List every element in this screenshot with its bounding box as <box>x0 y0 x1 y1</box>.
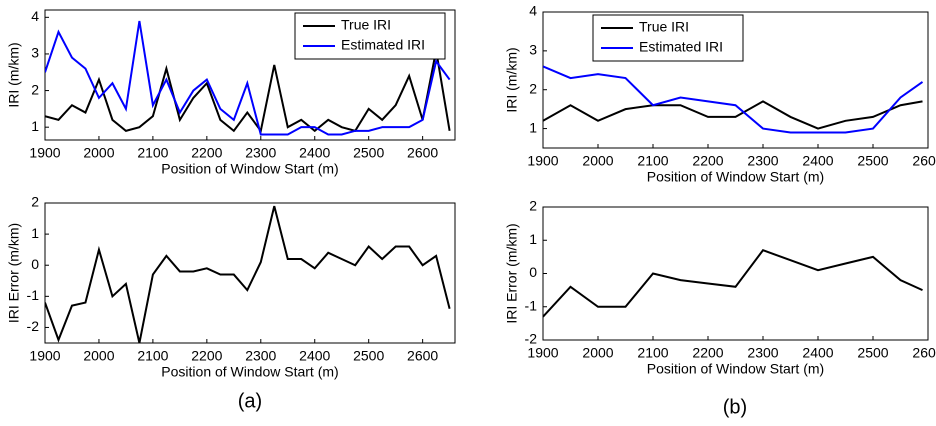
x-tick-label: 2400 <box>802 345 833 361</box>
x-tick-label: 2500 <box>857 345 888 361</box>
plot-frame <box>542 206 929 341</box>
x-axis-label: Position of Window Start (m) <box>647 361 824 377</box>
y-tick-label: 0 <box>31 256 39 272</box>
legend-label: Estimated IRI <box>341 37 425 53</box>
y-tick-label: 2 <box>529 80 537 96</box>
y-tick-label: 1 <box>31 118 39 134</box>
x-tick-label: 2400 <box>802 153 833 169</box>
x-tick-label: 2200 <box>692 153 723 169</box>
x-tick-label: 2000 <box>83 145 114 161</box>
legend-label: Estimated IRI <box>639 39 723 55</box>
y-tick-label: 1 <box>529 231 537 247</box>
x-axis-label: Position of Window Start (m) <box>161 161 338 177</box>
y-tick-label: 1 <box>31 225 39 241</box>
x-tick-label: 2500 <box>353 145 384 161</box>
x-tick-label: 2100 <box>137 348 168 364</box>
x-tick-label: 2100 <box>637 345 668 361</box>
data-line <box>45 20 451 136</box>
y-tick-label: 0 <box>529 264 537 280</box>
y-tick-label: -1 <box>27 287 40 303</box>
x-tick-label: 1900 <box>29 348 60 364</box>
x-tick-label: 2100 <box>137 145 168 161</box>
y-tick-label: 2 <box>31 81 39 97</box>
y-tick-label: 2 <box>31 194 39 210</box>
x-tick-label: 2600 <box>407 145 438 161</box>
x-axis-label: Position of Window Start (m) <box>161 364 338 380</box>
x-tick-label: 1900 <box>527 153 558 169</box>
x-tick-label: 2300 <box>747 153 778 169</box>
x-tick-label: 2300 <box>245 145 276 161</box>
y-axis-label: IRI (m/km) <box>504 47 520 112</box>
y-axis-label: IRI Error (m/km) <box>504 223 520 323</box>
data-line <box>45 205 451 343</box>
x-tick-label: 1900 <box>527 345 558 361</box>
y-tick-label: 1 <box>529 119 537 135</box>
x-tick-label: 2600 <box>912 153 936 169</box>
x-tick-label: 2500 <box>353 348 384 364</box>
y-tick-label: -2 <box>525 331 538 347</box>
x-tick-label: 2500 <box>857 153 888 169</box>
plot-frame <box>44 9 456 141</box>
legend-box <box>294 12 446 60</box>
y-axis-label: IRI Error (m/km) <box>6 223 22 323</box>
x-tick-label: 2200 <box>692 345 723 361</box>
y-tick-label: 4 <box>529 3 537 19</box>
data-line <box>543 100 923 130</box>
data-line <box>543 249 923 318</box>
x-tick-label: 2600 <box>912 345 936 361</box>
x-tick-label: 2300 <box>245 348 276 364</box>
legend-label: True IRI <box>341 17 391 33</box>
y-tick-label: 3 <box>529 42 537 58</box>
x-tick-label: 2000 <box>582 153 613 169</box>
y-tick-label: 4 <box>31 8 39 24</box>
x-tick-label: 2600 <box>407 348 438 364</box>
y-axis-label: IRI (m/km) <box>6 42 22 107</box>
plot-frame <box>44 202 456 344</box>
x-tick-label: 2400 <box>299 348 330 364</box>
x-tick-label: 2100 <box>637 153 668 169</box>
caption: (b) <box>723 396 747 418</box>
legend-box <box>592 14 744 62</box>
x-tick-label: 2200 <box>191 348 222 364</box>
x-tick-label: 2000 <box>83 348 114 364</box>
y-tick-label: -2 <box>27 318 40 334</box>
x-tick-label: 2300 <box>747 345 778 361</box>
x-tick-label: 1900 <box>29 145 60 161</box>
x-tick-label: 2200 <box>191 145 222 161</box>
caption: (a) <box>238 390 262 412</box>
y-tick-label: 2 <box>529 198 537 214</box>
legend-label: True IRI <box>639 19 689 35</box>
data-line <box>543 65 924 134</box>
data-line <box>45 50 451 134</box>
y-tick-label: -1 <box>525 297 538 313</box>
x-axis-label: Position of Window Start (m) <box>647 169 824 185</box>
y-tick-label: 3 <box>31 45 39 61</box>
x-tick-label: 2000 <box>582 345 613 361</box>
plot-frame <box>542 11 929 149</box>
x-tick-label: 2400 <box>299 145 330 161</box>
